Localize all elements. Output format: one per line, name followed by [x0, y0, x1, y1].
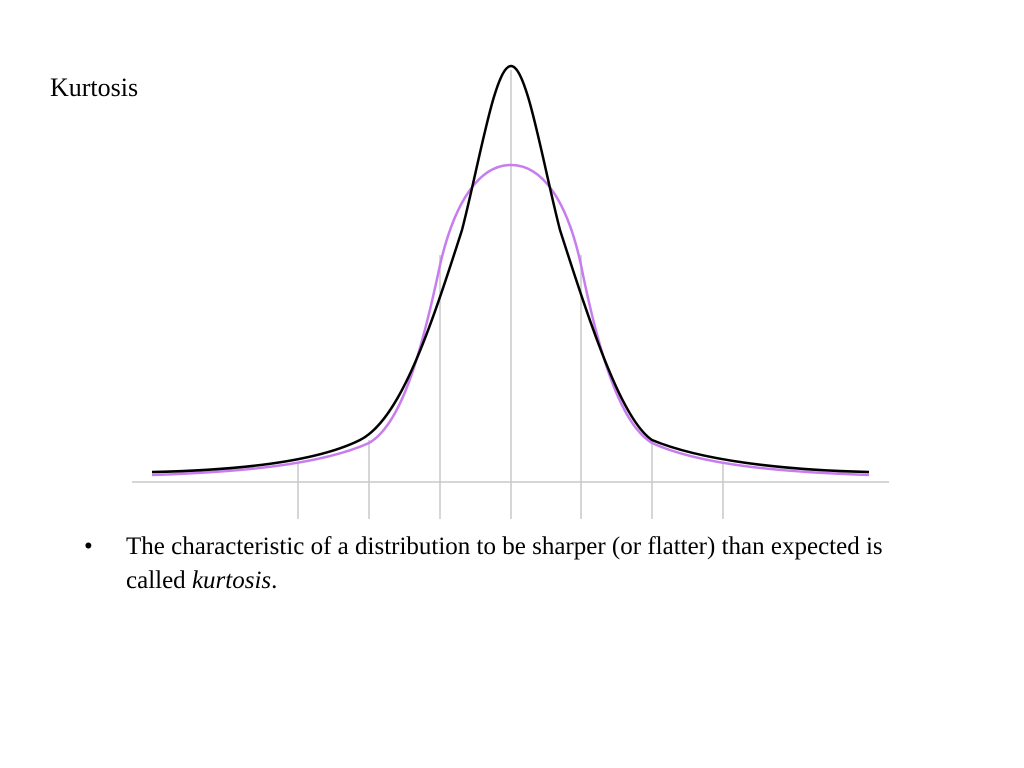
bullet-marker: • — [84, 533, 93, 560]
slide-title: Kurtosis — [50, 73, 139, 102]
bullet-text-emphasis: kurtosis — [191, 567, 272, 594]
kurtosis-diagram — [132, 64, 889, 519]
bullet-text-main: The characteristic of a distribution to … — [126, 533, 883, 594]
bullet-text-end: . — [271, 567, 278, 594]
bullet-item: • The characteristic of a distribution t… — [84, 530, 904, 598]
sharper-curve — [151, 64, 870, 474]
bullet-text: The characteristic of a distribution to … — [126, 530, 904, 598]
flatter-curve — [151, 163, 870, 477]
